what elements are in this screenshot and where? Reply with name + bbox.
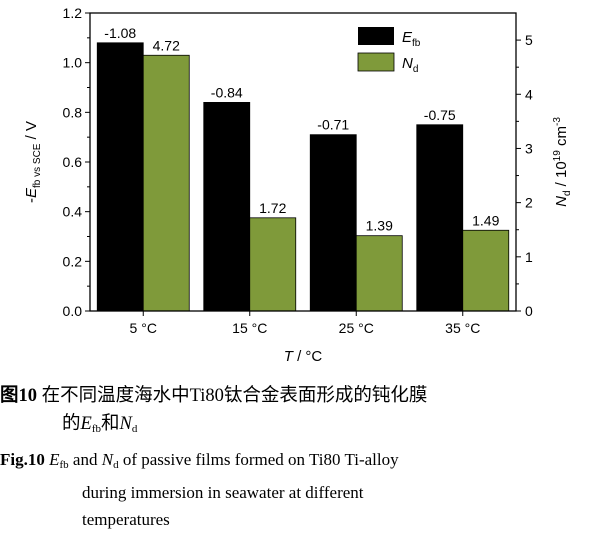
right-axis: 0 1 2 3 4 5 bbox=[516, 32, 533, 319]
caption-en-line-2: during immersion in seawater at differen… bbox=[82, 483, 364, 502]
label-efb-3: -0.75 bbox=[424, 107, 456, 123]
caption-en-text-1a: and bbox=[68, 450, 102, 469]
legend-swatch-efb bbox=[358, 27, 394, 45]
bar-nd-3 bbox=[462, 229, 510, 312]
right-tick-label: 1 bbox=[525, 249, 533, 265]
caption-en-sym-e-sub: fb bbox=[59, 459, 69, 471]
x-tick-label: 5 °C bbox=[130, 320, 157, 336]
label-nd-2: 1.39 bbox=[366, 218, 393, 234]
left-tick-label: 1.2 bbox=[63, 5, 83, 21]
x-tick-label: 15 °C bbox=[232, 320, 267, 336]
left-tick-label: 1.0 bbox=[63, 55, 83, 71]
left-tick-label: 0.8 bbox=[63, 104, 83, 120]
caption-chinese: 图10 在不同温度海水中Ti80钛合金表面形成的钝化膜 的Efb和Nd bbox=[0, 382, 593, 443]
caption-zh-text-2a: 的 bbox=[62, 414, 81, 434]
caption-zh-label: 图10 bbox=[0, 386, 38, 406]
bar-nd-1 bbox=[249, 217, 297, 312]
caption-zh-text-1: 在不同温度海水中Ti80钛合金表面形成的钝化膜 bbox=[37, 386, 428, 406]
caption-zh-line-2: 的Efb和Nd bbox=[0, 410, 593, 443]
bar-efb-3 bbox=[416, 124, 464, 312]
bar-efb-2 bbox=[309, 134, 357, 312]
caption-en-label: Fig.10 bbox=[0, 450, 45, 469]
right-axis-title: Nd / 1019 cm-3 bbox=[552, 117, 573, 207]
legend-label-nd: Nd bbox=[402, 55, 418, 75]
caption-zh-text-2b: 和 bbox=[101, 414, 120, 434]
right-tick-label: 3 bbox=[525, 140, 533, 156]
caption-en-sym-n: N bbox=[101, 450, 114, 469]
label-nd-1: 1.72 bbox=[259, 200, 286, 216]
x-tick-label: 35 °C bbox=[445, 320, 480, 336]
caption-en-line-1: Fig.10 Efb and Nd of passive films forme… bbox=[0, 446, 593, 479]
label-nd-3: 1.49 bbox=[472, 212, 499, 228]
caption-en-line-3: temperatures bbox=[82, 510, 170, 529]
label-nd-0: 4.72 bbox=[153, 37, 180, 53]
bar-nd-2 bbox=[355, 235, 403, 312]
x-tick-label: 25 °C bbox=[339, 320, 374, 336]
caption-zh-line-1: 图10 在不同温度海水中Ti80钛合金表面形成的钝化膜 bbox=[0, 382, 593, 410]
bar-efb-1 bbox=[203, 102, 251, 312]
legend: Efb Nd bbox=[357, 27, 421, 75]
left-tick-label: 0.2 bbox=[63, 253, 83, 269]
caption-en-text-1b: of passive films formed on Ti80 Ti-alloy bbox=[118, 450, 399, 469]
caption-english: Fig.10 Efb and Nd of passive films forme… bbox=[0, 446, 593, 533]
caption-en-sym-n-sub: d bbox=[113, 459, 119, 471]
caption-zh-sym-e: E bbox=[80, 414, 92, 434]
left-tick-label: 0.0 bbox=[63, 303, 83, 319]
label-efb-1: -0.84 bbox=[211, 84, 243, 100]
legend-label-efb: Efb bbox=[402, 29, 421, 49]
right-tick-label: 5 bbox=[525, 32, 533, 48]
x-axis-title: T / °C bbox=[284, 348, 323, 365]
caption-en-sym-e: E bbox=[49, 450, 60, 469]
caption-zh-sym-e-sub: fb bbox=[91, 423, 101, 435]
caption-zh-sym-n-sub: d bbox=[131, 423, 138, 435]
caption-zh-sym-n: N bbox=[119, 414, 132, 434]
left-axis: 0.0 0.2 0.4 0.6 0.8 1.0 1.2 bbox=[63, 5, 90, 319]
left-tick-label: 0.4 bbox=[63, 204, 83, 220]
left-axis-title: -Efb vs SCE / V bbox=[23, 121, 43, 203]
x-axis: 5 °C 15 °C 25 °C 35 °C bbox=[130, 311, 480, 336]
right-tick-label: 4 bbox=[525, 86, 533, 102]
label-efb-0: -1.08 bbox=[104, 25, 136, 41]
label-efb-2: -0.71 bbox=[317, 117, 349, 133]
legend-swatch-nd bbox=[357, 52, 395, 72]
bars bbox=[96, 42, 510, 312]
bar-efb-0 bbox=[96, 42, 144, 312]
left-tick-label: 0.6 bbox=[63, 154, 83, 170]
bar-nd-0 bbox=[142, 54, 190, 312]
right-tick-label: 2 bbox=[525, 195, 533, 211]
bar-value-labels: -1.08 4.72 -0.84 1.72 -0.71 1.39 -0.75 1.49 bbox=[104, 25, 499, 234]
chart: -1.08 4.72 -0.84 1.72 -0.71 1.39 -0.75 1.49 0.0… bbox=[23, 5, 573, 365]
right-tick-label: 0 bbox=[525, 303, 533, 319]
